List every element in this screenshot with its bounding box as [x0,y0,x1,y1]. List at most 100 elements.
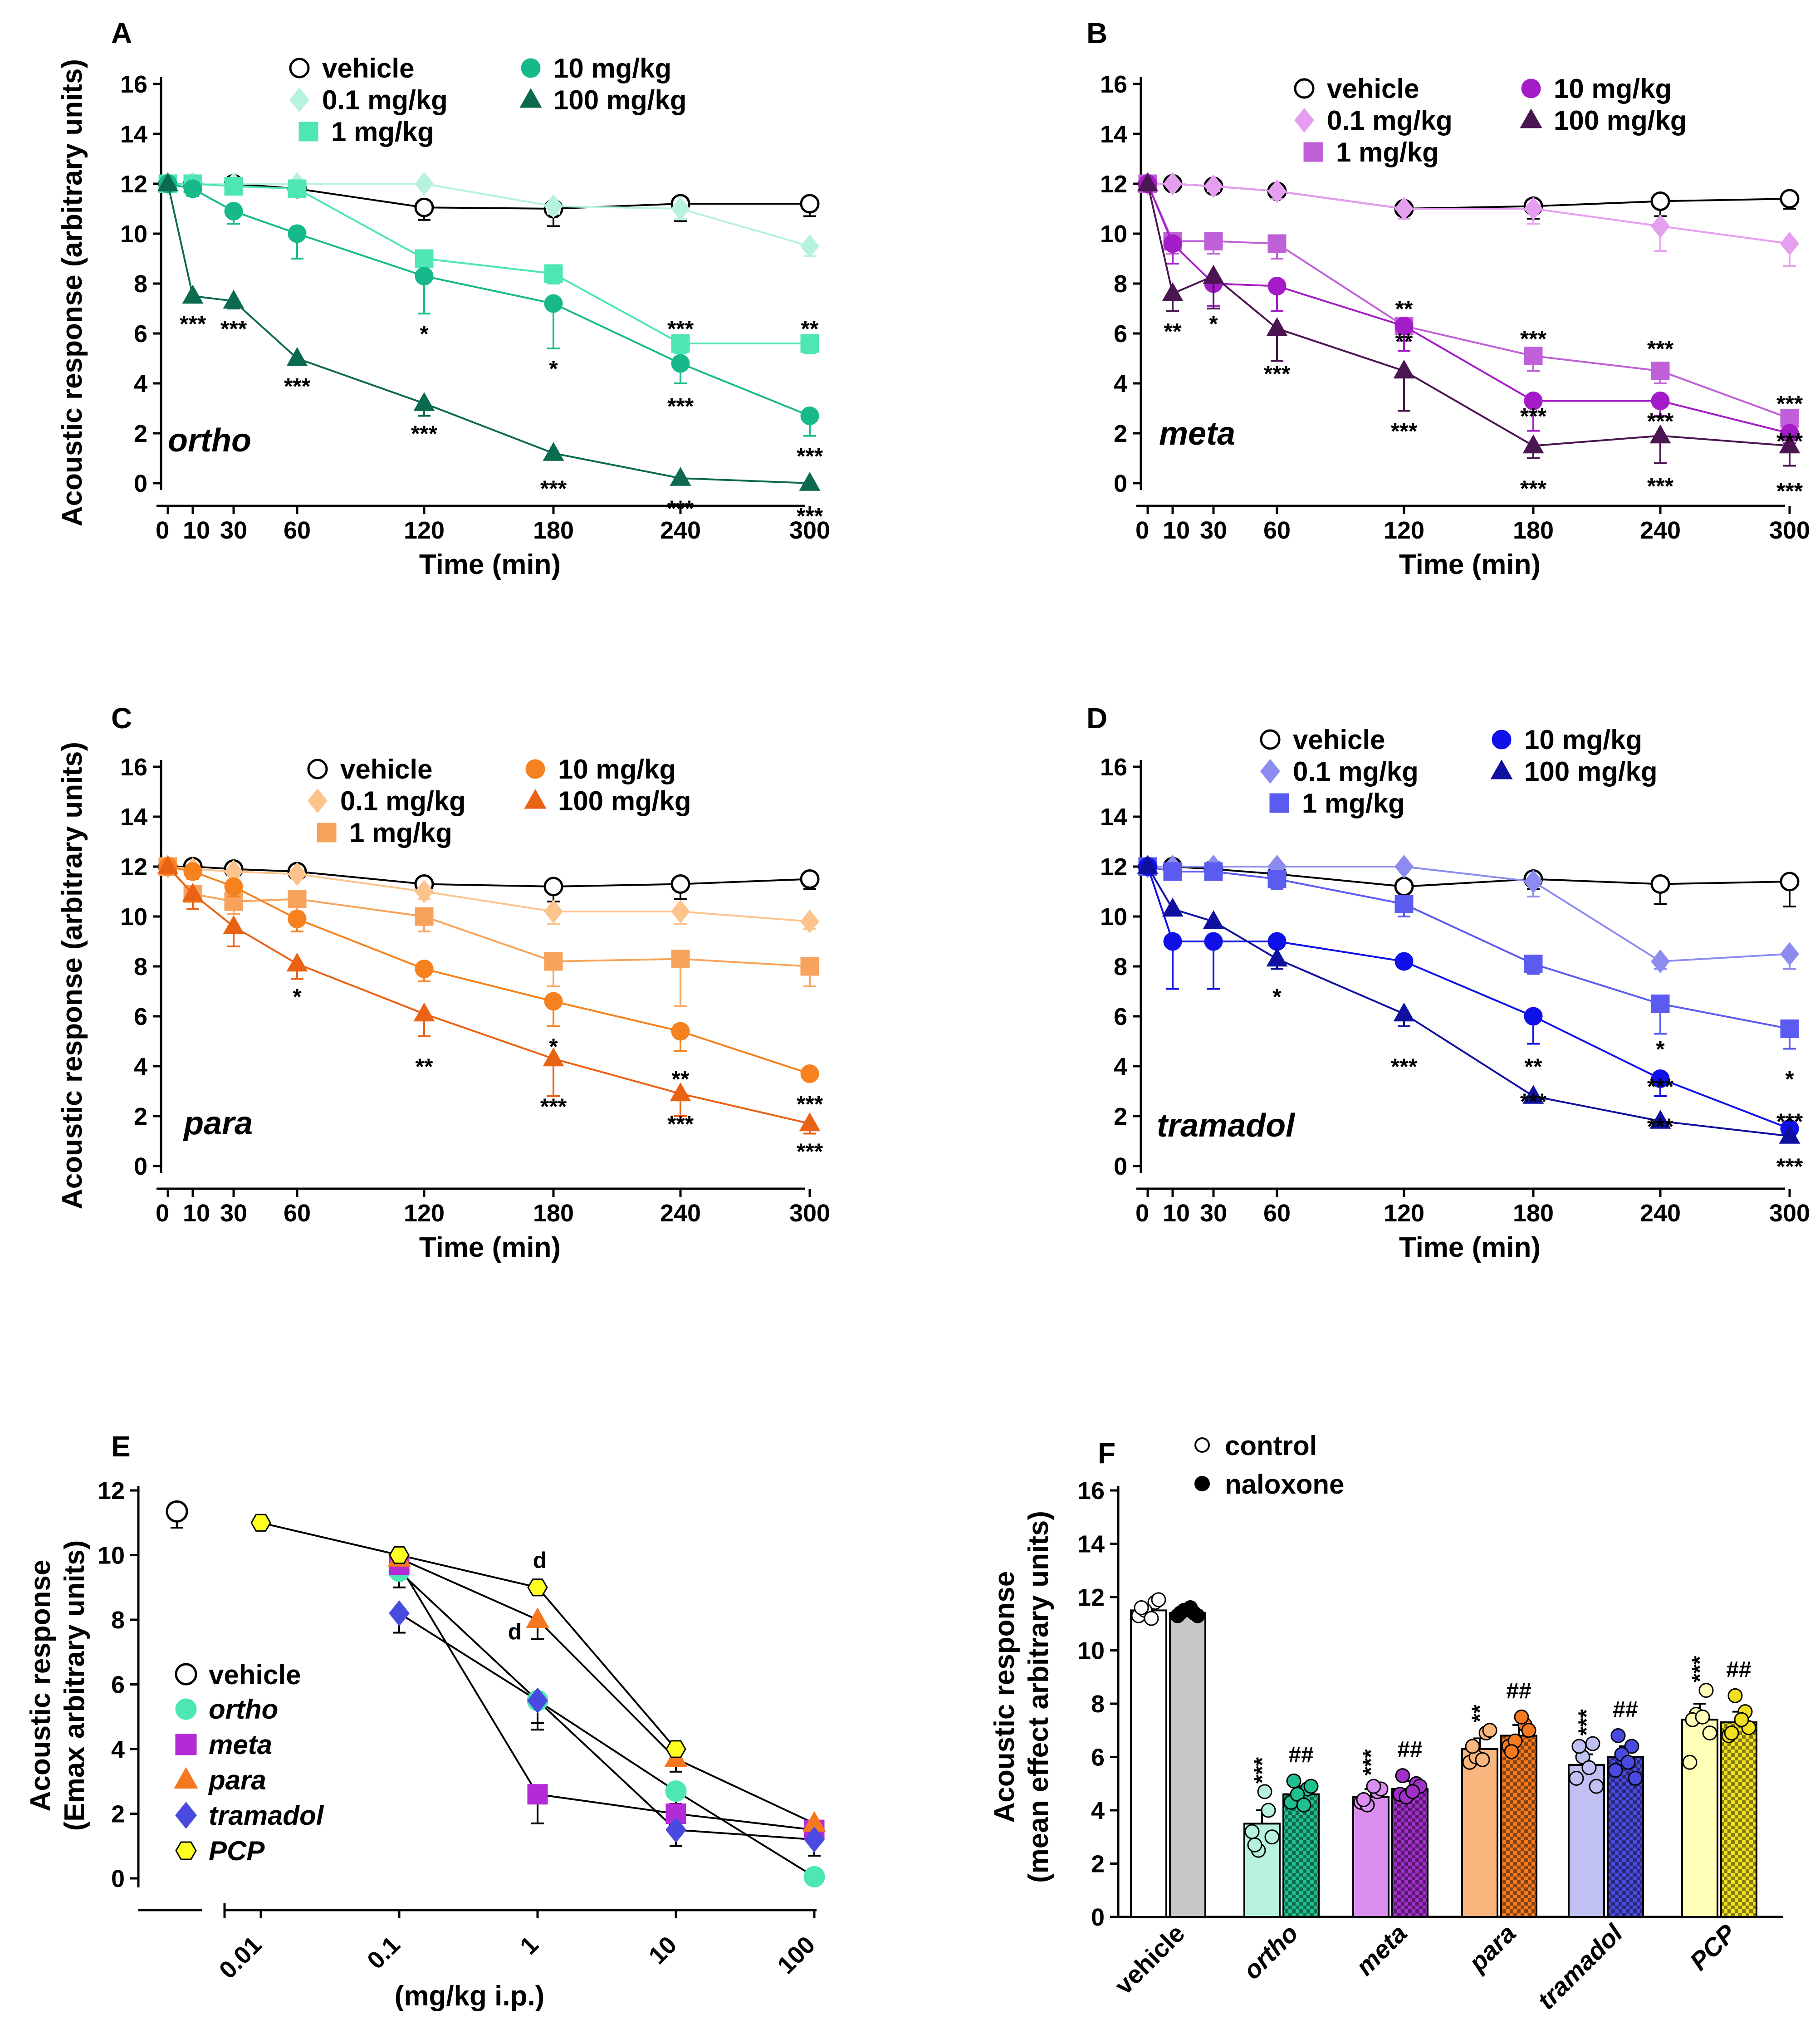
group-tramadol [1568,1728,1644,1918]
legend-marker [1520,108,1542,128]
data-point [1203,910,1224,929]
drug-label: ortho [168,422,251,459]
y-tick-label: 8 [1114,953,1127,980]
y-tick-label: 4 [111,1736,125,1763]
data-point [250,1514,271,1532]
legend-label: para [208,1765,266,1795]
individual-point [1366,1779,1381,1794]
bar-control [1130,1609,1167,1918]
panel-letter: E [111,1430,131,1463]
individual-point [1504,1744,1519,1759]
series-100-mg-kg [157,855,821,1135]
data-point [1266,947,1288,967]
data-point [223,915,245,934]
legend-marker [1194,1437,1210,1453]
y-tick-label: 10 [1077,1637,1105,1665]
x-tick-label: 0 [1135,517,1149,544]
x-axis-label: Time (min) [419,1232,561,1263]
significance-label: * [420,321,429,347]
legend-marker [298,122,318,142]
bar-pattern [1391,1788,1429,1918]
series-pcp [260,1522,677,1750]
legend-label: 1 mg/kg [1302,788,1405,818]
y-tick-label: 4 [1114,1053,1127,1080]
legend-label: 1 mg/kg [349,818,452,848]
legend-label: 10 mg/kg [1524,725,1642,755]
significance-label: ** [416,1054,433,1079]
individual-point [1465,1739,1480,1754]
data-point [1137,855,1159,874]
legend-marker [308,788,328,814]
significance-label: *** [1574,1709,1599,1736]
legend-marker [1269,793,1289,813]
individual-point [1514,1709,1529,1725]
significance-label: d [508,1619,522,1645]
individual-point [1482,1723,1497,1738]
data-point [800,1064,819,1083]
legend-marker [1521,78,1541,98]
x-tick-label: 300 [1769,1200,1810,1227]
data-point [182,882,204,902]
y-tick-label: 12 [120,853,147,881]
data-point [1524,196,1543,221]
significance-label: *** [667,1112,694,1137]
legend-label: vehicle [1293,725,1385,755]
y-tick-label: 14 [120,804,147,831]
data-point [413,392,435,411]
legend: vehicle ortho meta para tramadol PCP [174,1660,324,1866]
individual-point [1628,1771,1643,1786]
legend-marker [1492,730,1512,750]
legend-marker [1260,759,1280,784]
y-axis-label: Acoustic response (arbitrary units) [57,742,88,1209]
legend-marker [307,759,328,779]
significance-label: * [293,984,302,1010]
group-ortho [1243,1773,1320,1918]
legend-label: vehicle [322,53,414,83]
series-line [1147,183,1790,447]
legend-marker [1294,78,1315,99]
significance-label: d [533,1548,547,1573]
significance-label: *** [797,444,823,469]
data-point [182,284,204,304]
data-point [544,899,563,924]
x-tick-label: 10 [183,1200,210,1227]
data-point [527,1578,548,1597]
data-point [671,1022,690,1041]
y-tick-label: 6 [1114,1003,1127,1030]
significance-label: *** [284,374,311,399]
individual-point [1610,1728,1626,1743]
data-point-vehicle [166,1500,188,1523]
x-tick-label: 30 [220,1200,247,1227]
y-tick-label: 10 [120,221,147,248]
data-point [157,855,179,874]
significance-label: *** [1776,429,1803,454]
legend-label: 0.1 mg/kg [340,786,466,816]
data-point [1651,1069,1670,1088]
group-vehicle [1130,1592,1206,1918]
legend-marker [175,1734,197,1755]
group-meta [1352,1768,1429,1918]
individual-point [1244,1824,1260,1839]
individual-point [1151,1592,1166,1607]
x-tick-label: 180 [533,517,574,544]
x-axis-label: Time (min) [1399,1232,1541,1263]
legend-label: 0.1 mg/kg [322,85,448,115]
significance-label: *** [1687,1656,1712,1682]
legend-marker [289,58,310,78]
x-tick-label: 10 [1163,517,1190,544]
significance-label: *** [411,421,438,446]
data-point [1779,434,1800,454]
legend-marker [175,1698,197,1720]
y-tick-label: 12 [1100,853,1127,881]
legend-label: 100 mg/kg [1554,105,1687,136]
significance-label: * [1272,984,1282,1010]
y-tick-label: 0 [1114,470,1127,497]
individual-point [1134,1600,1149,1615]
significance-label: *** [180,311,206,337]
data-point [1780,231,1799,256]
individual-point [1183,1600,1198,1615]
legend-marker [175,1841,197,1860]
data-point [1204,862,1223,881]
x-tick-label: 180 [533,1200,574,1227]
